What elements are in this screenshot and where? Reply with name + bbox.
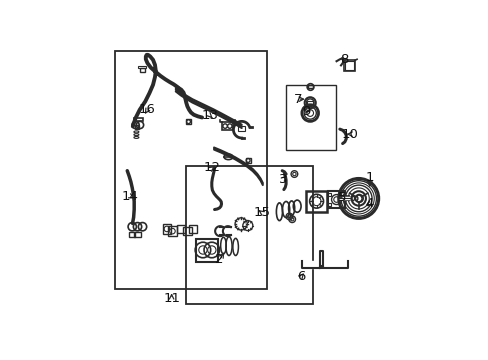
Bar bbox=[343, 60, 354, 71]
Text: 12: 12 bbox=[203, 161, 221, 175]
Bar bbox=[138, 66, 145, 68]
Text: 16: 16 bbox=[139, 103, 156, 116]
Text: 13: 13 bbox=[201, 109, 218, 122]
Bar bbox=[188, 225, 197, 233]
Bar bbox=[307, 85, 313, 88]
Bar bbox=[134, 232, 140, 237]
Bar bbox=[183, 227, 191, 235]
Text: 4: 4 bbox=[365, 198, 373, 211]
Bar bbox=[195, 239, 218, 262]
Polygon shape bbox=[301, 261, 347, 268]
Bar bbox=[245, 158, 250, 163]
Text: 2: 2 bbox=[215, 253, 224, 266]
Bar bbox=[305, 191, 326, 212]
Bar bbox=[344, 62, 353, 70]
Bar bbox=[307, 100, 313, 104]
Bar bbox=[177, 225, 185, 233]
Text: 6: 6 bbox=[296, 270, 305, 283]
Bar bbox=[221, 122, 233, 130]
Text: 5: 5 bbox=[337, 190, 346, 203]
Bar bbox=[129, 232, 135, 237]
Bar bbox=[140, 68, 144, 72]
Text: 14: 14 bbox=[122, 190, 139, 203]
Bar bbox=[285, 85, 335, 150]
Bar bbox=[186, 119, 191, 124]
Text: 3: 3 bbox=[279, 172, 287, 185]
Bar bbox=[327, 191, 344, 208]
Bar bbox=[238, 126, 244, 131]
Text: 11: 11 bbox=[163, 292, 180, 305]
Text: 10: 10 bbox=[341, 128, 358, 141]
Bar bbox=[115, 51, 266, 289]
Text: 15: 15 bbox=[253, 206, 270, 219]
Bar bbox=[168, 226, 176, 236]
Text: 9: 9 bbox=[301, 105, 309, 118]
Bar bbox=[163, 224, 171, 234]
Bar bbox=[135, 125, 138, 129]
Text: 1: 1 bbox=[365, 171, 373, 184]
Text: 8: 8 bbox=[340, 53, 348, 66]
Bar bbox=[186, 166, 312, 304]
Bar bbox=[327, 193, 330, 196]
Bar bbox=[327, 203, 330, 206]
Text: 7: 7 bbox=[293, 93, 302, 106]
Bar bbox=[133, 118, 142, 121]
